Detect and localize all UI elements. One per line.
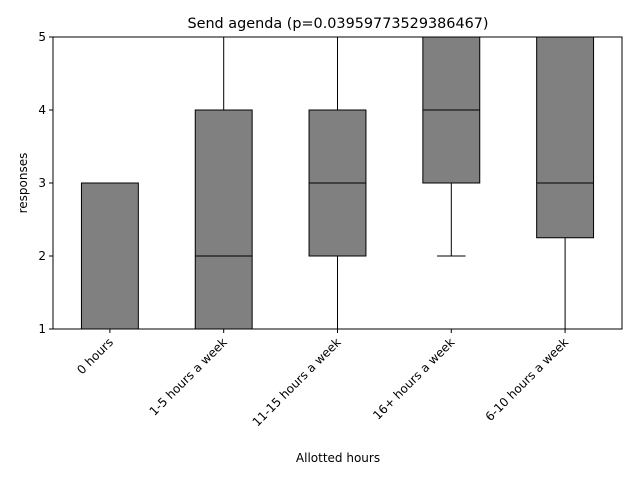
y-axis-label: responses <box>16 153 30 214</box>
plot-frame <box>52 36 623 330</box>
y-tick-label: 1 <box>38 322 46 336</box>
y-tick-label: 5 <box>38 30 46 44</box>
x-axis-label: Allotted hours <box>296 451 380 465</box>
box <box>536 36 595 239</box>
box <box>194 109 253 330</box>
y-tick-label: 2 <box>38 249 46 263</box>
box <box>80 182 139 330</box>
y-tick-label: 4 <box>38 103 46 117</box>
chart-title: Send agenda (p=0.03959773529386467) <box>187 16 488 32</box>
y-tick-label: 3 <box>38 176 46 190</box>
